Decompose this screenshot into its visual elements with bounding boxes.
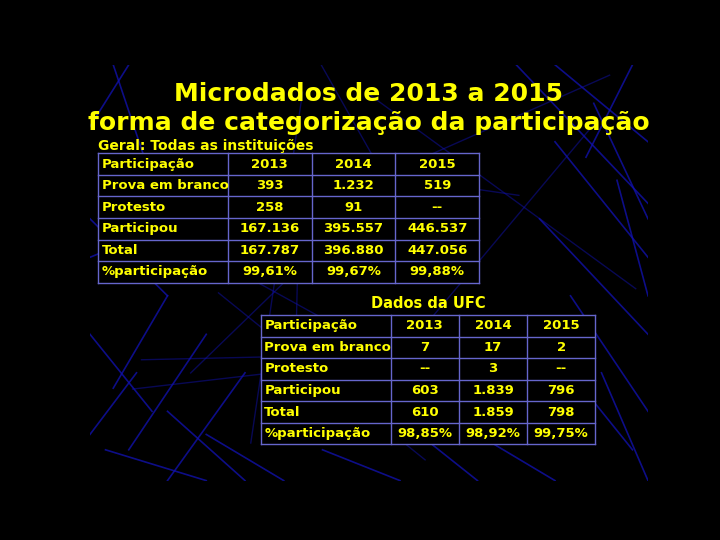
Text: 167.787: 167.787: [240, 244, 300, 257]
Text: Protesto: Protesto: [102, 201, 166, 214]
Text: Microdados de 2013 a 2015: Microdados de 2013 a 2015: [174, 82, 564, 106]
Text: Participou: Participou: [102, 222, 179, 235]
Text: 2013: 2013: [251, 158, 288, 171]
Text: 91: 91: [344, 201, 363, 214]
Text: %participação: %participação: [102, 266, 208, 279]
Text: 2013: 2013: [406, 319, 444, 332]
Text: 2014: 2014: [335, 158, 372, 171]
Text: 3: 3: [488, 362, 498, 375]
Text: --: --: [419, 362, 431, 375]
Text: 1.859: 1.859: [472, 406, 514, 419]
Text: Total: Total: [264, 406, 301, 419]
Text: 396.880: 396.880: [323, 244, 384, 257]
Text: 519: 519: [423, 179, 451, 192]
Text: 796: 796: [547, 384, 575, 397]
Text: 99,67%: 99,67%: [326, 266, 381, 279]
Text: 2: 2: [557, 341, 566, 354]
Text: Prova em branco: Prova em branco: [102, 179, 228, 192]
Text: Geral: Todas as instituições: Geral: Todas as instituições: [98, 139, 313, 153]
Text: Participou: Participou: [264, 384, 341, 397]
Text: 798: 798: [547, 406, 575, 419]
Text: --: --: [431, 201, 443, 214]
Text: 603: 603: [411, 384, 438, 397]
Text: 98,85%: 98,85%: [397, 427, 452, 440]
Text: Total: Total: [102, 244, 138, 257]
Text: Protesto: Protesto: [264, 362, 328, 375]
Text: 610: 610: [411, 406, 438, 419]
Text: 1.232: 1.232: [333, 179, 374, 192]
Text: --: --: [556, 362, 567, 375]
Bar: [98, 153, 479, 283]
Text: 99,61%: 99,61%: [243, 266, 297, 279]
Text: 446.537: 446.537: [407, 222, 467, 235]
Text: 393: 393: [256, 179, 284, 192]
Text: Participação: Participação: [264, 319, 357, 332]
Bar: [261, 315, 595, 444]
Text: 447.056: 447.056: [407, 244, 467, 257]
Text: %participação: %participação: [264, 427, 371, 440]
Text: Participação: Participação: [102, 158, 194, 171]
Text: 167.136: 167.136: [240, 222, 300, 235]
Text: Dados da UFC: Dados da UFC: [371, 296, 485, 311]
Text: 17: 17: [484, 341, 502, 354]
Text: 2015: 2015: [543, 319, 580, 332]
Text: 2014: 2014: [474, 319, 511, 332]
Text: 98,92%: 98,92%: [466, 427, 521, 440]
Text: 258: 258: [256, 201, 284, 214]
Text: forma de categorização da participação: forma de categorização da participação: [88, 111, 650, 134]
Text: 99,75%: 99,75%: [534, 427, 588, 440]
Text: 2015: 2015: [419, 158, 456, 171]
Text: 395.557: 395.557: [323, 222, 384, 235]
Text: Prova em branco: Prova em branco: [264, 341, 391, 354]
Text: 99,88%: 99,88%: [410, 266, 464, 279]
Text: 1.839: 1.839: [472, 384, 514, 397]
Text: 7: 7: [420, 341, 429, 354]
